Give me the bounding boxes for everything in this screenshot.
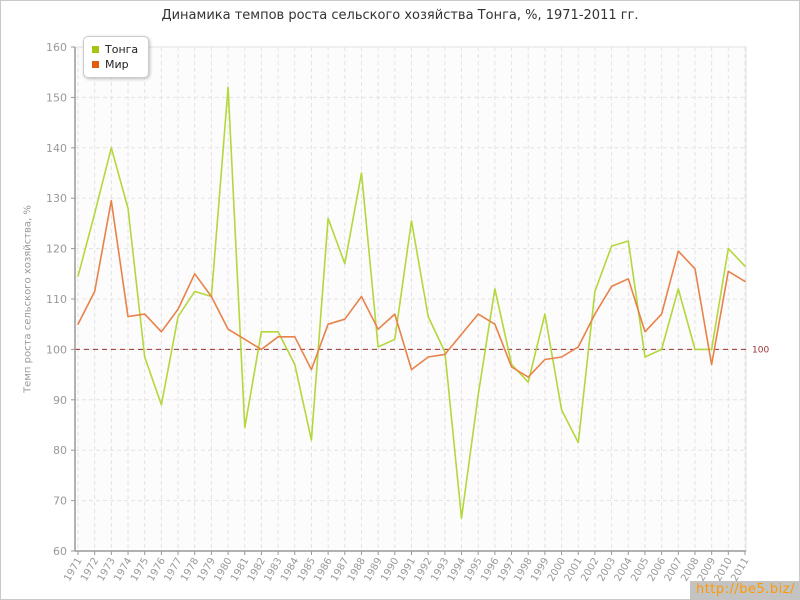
y-tick-label: 110 [46, 293, 67, 306]
y-tick-label: 120 [46, 243, 67, 256]
legend-item-mir: Мир [92, 57, 138, 72]
y-tick-label: 140 [46, 142, 67, 155]
y-tick-label: 70 [53, 495, 67, 508]
tonga-series-swatch-icon [92, 46, 99, 53]
reference-line-label: 100 [752, 345, 769, 355]
legend-item-tonga: Тонга [92, 42, 138, 57]
y-tick-label: 80 [53, 444, 67, 457]
legend-label-mir: Мир [105, 58, 129, 71]
y-axis-title: Темп роста сельского хозяйства, % [22, 205, 34, 393]
series-line-mir [77, 199, 746, 378]
mir-series-swatch-icon [92, 61, 99, 68]
x-tick-label: 2011 [729, 556, 751, 584]
y-tick-label: 100 [46, 343, 67, 356]
legend: Тонга Мир [83, 36, 150, 78]
series-line-tonga [77, 86, 746, 520]
watermark: http://be5.biz/ [689, 581, 800, 600]
legend-label-tonga: Тонга [105, 43, 139, 56]
y-tick-label: 90 [53, 394, 67, 407]
y-tick-label: 130 [46, 192, 67, 205]
chart-title: Динамика темпов роста сельского хозяйств… [161, 8, 639, 23]
y-tick-label: 150 [46, 91, 67, 104]
y-tick-label: 60 [53, 545, 67, 558]
y-tick-label: 160 [46, 41, 67, 54]
